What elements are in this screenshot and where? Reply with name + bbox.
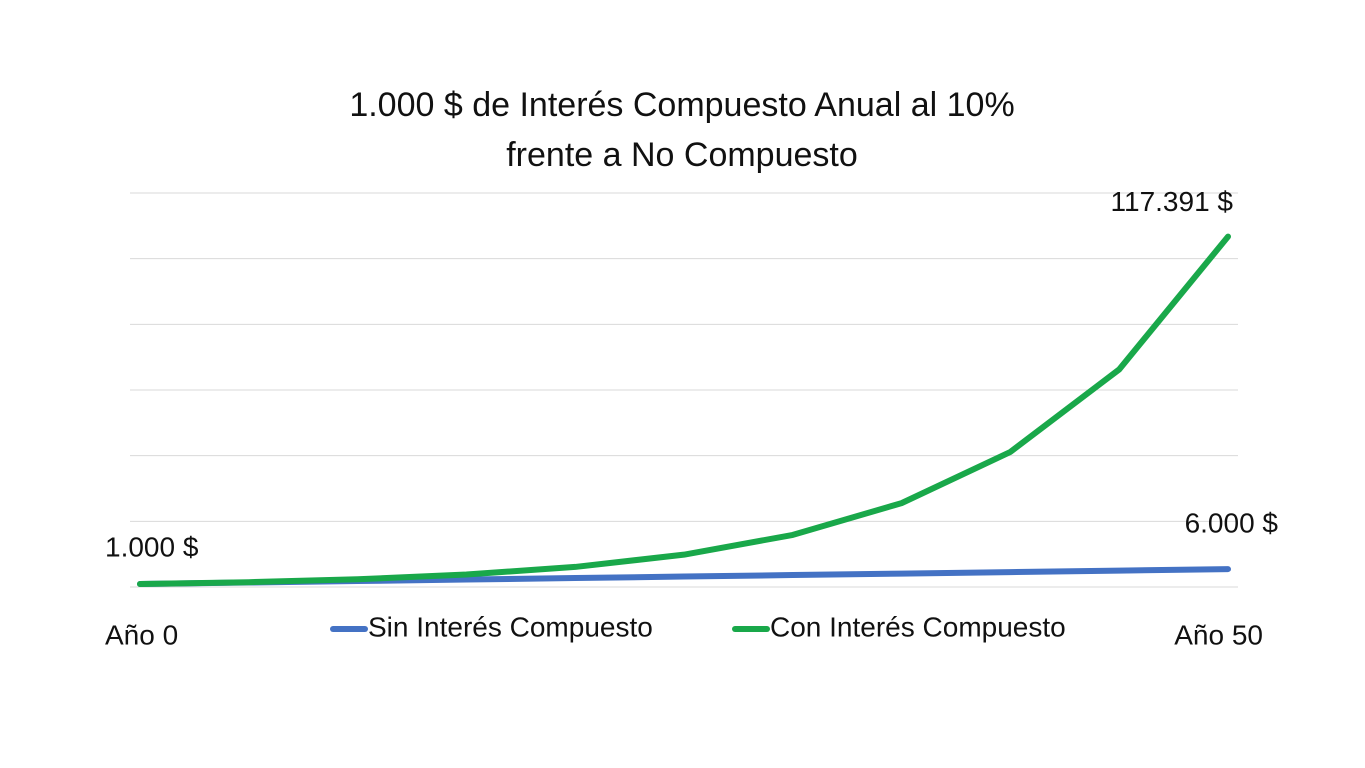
series-line <box>137 233 1231 588</box>
x-tick-label: Año 0 <box>105 619 178 650</box>
data-label: 1.000 $ <box>105 531 199 562</box>
data-label: 6.000 $ <box>1185 507 1279 538</box>
legend-label: Con Interés Compuesto <box>770 611 1066 642</box>
x-tick-label: Año 50 <box>1174 619 1263 650</box>
legend-label: Sin Interés Compuesto <box>368 611 653 642</box>
data-label: 117.391 $ <box>1111 186 1234 217</box>
chart-title: 1.000 $ de Interés Compuesto Anual al 10… <box>349 86 1015 174</box>
